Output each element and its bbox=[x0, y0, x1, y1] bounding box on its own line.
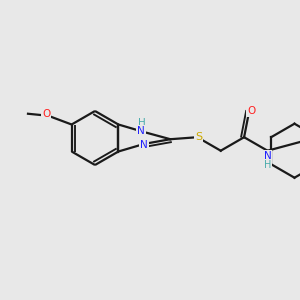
Text: N: N bbox=[140, 140, 148, 150]
Text: N: N bbox=[137, 126, 145, 136]
Text: S: S bbox=[195, 132, 202, 142]
Text: O: O bbox=[247, 106, 255, 116]
Text: H: H bbox=[264, 160, 271, 170]
Text: H: H bbox=[138, 118, 146, 128]
Text: O: O bbox=[42, 109, 50, 119]
Text: N: N bbox=[264, 151, 272, 161]
